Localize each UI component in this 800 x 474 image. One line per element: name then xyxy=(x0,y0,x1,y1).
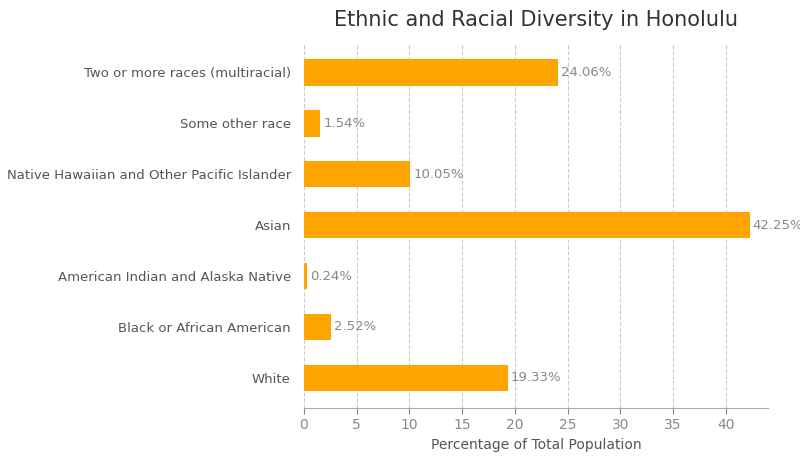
Bar xyxy=(304,110,320,137)
Text: 1.54%: 1.54% xyxy=(323,117,366,130)
Title: Ethnic and Racial Diversity in Honolulu: Ethnic and Racial Diversity in Honolulu xyxy=(334,10,738,30)
Text: 42.25%: 42.25% xyxy=(753,219,800,232)
X-axis label: Percentage of Total Population: Percentage of Total Population xyxy=(430,438,642,452)
Text: 2.52%: 2.52% xyxy=(334,320,376,333)
Text: 19.33%: 19.33% xyxy=(511,371,562,384)
Bar xyxy=(304,263,306,289)
Text: 24.06%: 24.06% xyxy=(561,66,611,79)
Text: 0.24%: 0.24% xyxy=(310,270,352,283)
Bar xyxy=(304,59,558,86)
Text: 10.05%: 10.05% xyxy=(413,168,464,181)
Bar xyxy=(304,212,750,238)
Bar xyxy=(304,365,508,391)
Bar xyxy=(304,314,330,340)
Bar xyxy=(304,161,410,188)
